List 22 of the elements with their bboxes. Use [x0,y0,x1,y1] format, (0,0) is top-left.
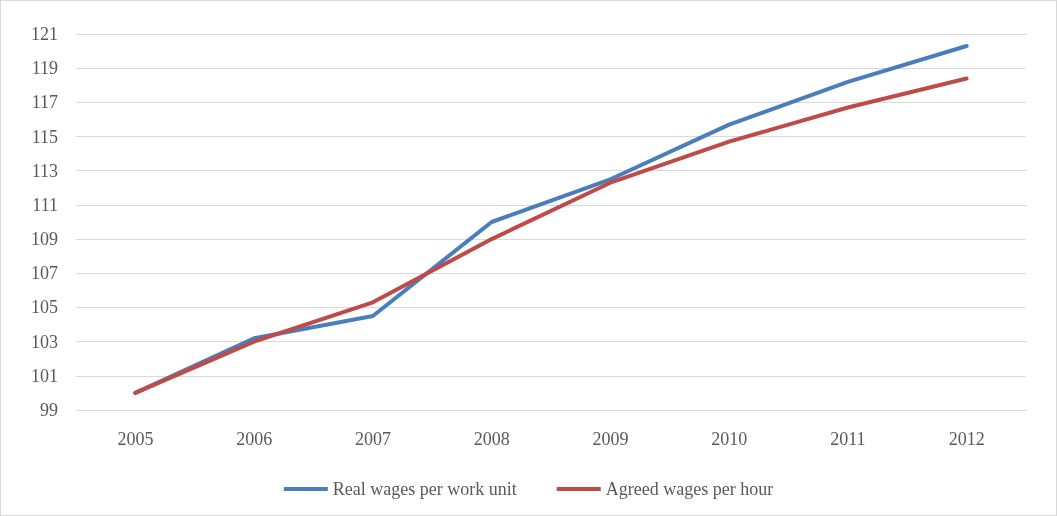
y-tick-label: 121 [31,24,58,44]
x-tick-label: 2010 [711,429,748,449]
y-tick-label: 111 [32,194,58,215]
x-tick-label: 2007 [354,429,391,449]
x-tick-label: 2012 [948,429,985,449]
y-tick-label: 103 [31,331,58,352]
legend-label: Real wages per work unit [332,479,517,499]
x-tick-label: 2006 [236,429,273,449]
y-tick-label: 101 [31,365,58,386]
y-tick-label: 99 [40,400,58,420]
x-tick-label: 2005 [117,429,154,449]
y-tick-label: 119 [31,58,58,79]
x-tick-label: 2009 [592,429,629,449]
y-tick-label: 115 [31,126,58,147]
y-tick-label: 117 [31,92,58,113]
legend-label: Agreed wages per hour [605,479,774,499]
y-tick-label: 109 [31,229,58,250]
x-tick-label: 2011 [830,429,866,449]
y-tick-label: 105 [31,297,58,318]
x-tick-label: 2008 [473,429,510,449]
y-tick-label: 107 [31,263,58,284]
y-tick-label: 113 [31,160,58,181]
